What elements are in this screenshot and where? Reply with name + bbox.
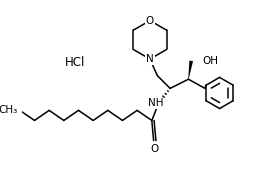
Text: HCl: HCl — [65, 56, 85, 69]
Text: N: N — [146, 54, 154, 64]
Polygon shape — [188, 61, 193, 79]
Text: O: O — [150, 144, 159, 154]
Text: O: O — [146, 16, 154, 26]
Text: CH₃: CH₃ — [0, 105, 18, 115]
Text: NH: NH — [148, 98, 163, 108]
Text: OH: OH — [202, 56, 218, 66]
